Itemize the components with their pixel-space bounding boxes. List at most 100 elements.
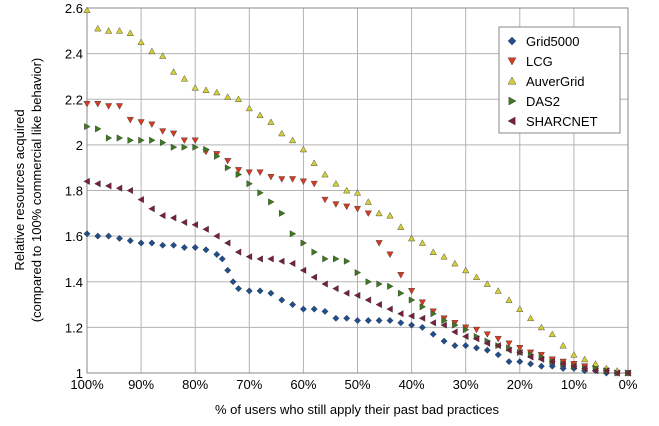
data-point-auvergrid — [570, 351, 578, 358]
data-point-sharcnet — [364, 296, 372, 304]
data-point-lcg — [234, 167, 243, 174]
data-point-auvergrid — [537, 323, 545, 331]
data-point-sharcnet — [126, 186, 134, 195]
data-point-grid5000 — [105, 232, 113, 240]
data-point-das2 — [300, 239, 308, 247]
data-point-grid5000 — [516, 358, 524, 366]
data-point-das2 — [105, 134, 113, 142]
data-point-sharcnet — [451, 328, 458, 336]
data-point-das2 — [398, 289, 405, 297]
data-point-lcg — [397, 272, 405, 279]
data-point-grid5000 — [548, 362, 556, 370]
data-point-lcg — [494, 336, 502, 343]
data-point-das2 — [452, 321, 459, 329]
data-point-grid5000 — [299, 305, 307, 313]
data-point-grid5000 — [202, 246, 210, 254]
data-point-sharcnet — [548, 358, 555, 366]
data-point-das2 — [333, 255, 340, 263]
data-point-grid5000 — [559, 364, 567, 372]
data-point-lcg — [353, 205, 362, 213]
data-point-grid5000 — [483, 346, 491, 354]
data-point-sharcnet — [613, 369, 620, 377]
data-point-sharcnet — [159, 212, 166, 220]
data-point-sharcnet — [224, 239, 231, 247]
data-point-das2 — [138, 136, 145, 144]
data-point-sharcnet — [407, 312, 415, 320]
x-tick-label: 50% — [344, 377, 370, 392]
data-point-lcg — [245, 169, 253, 176]
data-point-das2 — [214, 152, 221, 160]
data-point-grid5000 — [462, 342, 470, 350]
data-point-lcg — [418, 299, 426, 306]
data-point-sharcnet — [104, 182, 112, 190]
data-point-lcg — [278, 176, 286, 183]
data-point-auvergrid — [386, 211, 394, 219]
data-point-auvergrid — [462, 266, 470, 274]
data-point-grid5000 — [218, 255, 226, 263]
data-point-sharcnet — [180, 218, 188, 226]
x-axis-title: % of users who still apply their past ba… — [215, 402, 499, 417]
data-point-auvergrid — [472, 273, 481, 280]
x-tick-label: 70% — [236, 377, 262, 392]
data-point-grid5000 — [245, 287, 253, 295]
data-point-das2 — [387, 282, 394, 290]
data-point-lcg — [483, 331, 491, 338]
data-point-das2 — [376, 280, 383, 288]
data-point-lcg — [126, 116, 134, 124]
data-point-grid5000 — [278, 296, 286, 304]
plot-area-border — [86, 7, 629, 374]
data-point-sharcnet — [505, 346, 512, 354]
data-point-grid5000 — [229, 278, 237, 286]
data-point-auvergrid — [581, 355, 589, 363]
data-point-grid5000 — [267, 289, 275, 297]
data-point-grid5000 — [256, 287, 264, 295]
data-point-auvergrid — [375, 209, 383, 217]
data-point-sharcnet — [321, 280, 328, 288]
data-point-grid5000 — [159, 241, 167, 249]
y-tick-label: 1.2 — [65, 320, 83, 335]
data-point-auvergrid — [548, 330, 556, 337]
data-point-auvergrid — [224, 93, 232, 100]
legend-label-lcg: LCG — [526, 54, 553, 69]
legend-marker-lcg — [507, 57, 517, 66]
series-sharcnet — [83, 177, 631, 377]
data-point-grid5000 — [408, 321, 416, 329]
data-point-lcg — [299, 178, 307, 186]
data-point-das2 — [127, 136, 134, 144]
data-point-das2 — [170, 143, 178, 151]
legend-box — [498, 26, 621, 134]
data-point-lcg — [472, 326, 481, 334]
data-point-auvergrid — [332, 180, 340, 187]
data-point-sharcnet — [591, 367, 599, 375]
data-point-grid5000 — [137, 239, 145, 247]
legend-label-sharcnet: SHARCNET — [526, 114, 598, 129]
data-point-grid5000 — [375, 317, 383, 324]
y-tick-label: 2.6 — [65, 1, 83, 16]
data-point-auvergrid — [115, 27, 124, 34]
series-lcg — [83, 101, 632, 377]
data-point-auvergrid — [105, 27, 113, 34]
data-point-auvergrid — [202, 86, 210, 93]
data-point-lcg — [180, 137, 188, 144]
data-point-sharcnet — [440, 321, 447, 329]
data-point-auvergrid — [516, 305, 524, 312]
data-point-auvergrid — [126, 29, 134, 36]
data-point-grid5000 — [440, 337, 448, 345]
data-point-auvergrid — [505, 296, 513, 303]
data-point-das2 — [224, 164, 232, 172]
data-point-sharcnet — [462, 332, 469, 341]
data-point-auvergrid — [170, 68, 178, 75]
data-point-sharcnet — [213, 232, 220, 240]
data-point-sharcnet — [353, 291, 361, 299]
y-tick-label: 1.8 — [65, 184, 83, 199]
data-point-lcg — [94, 101, 102, 108]
data-point-auvergrid — [429, 248, 437, 255]
data-point-sharcnet — [429, 319, 436, 327]
data-point-lcg — [224, 158, 232, 165]
x-tick-label: 20% — [507, 377, 533, 392]
x-tick-label: 0% — [619, 377, 638, 392]
data-point-sharcnet — [397, 310, 404, 318]
data-point-sharcnet — [202, 225, 209, 233]
data-point-lcg — [375, 240, 383, 247]
